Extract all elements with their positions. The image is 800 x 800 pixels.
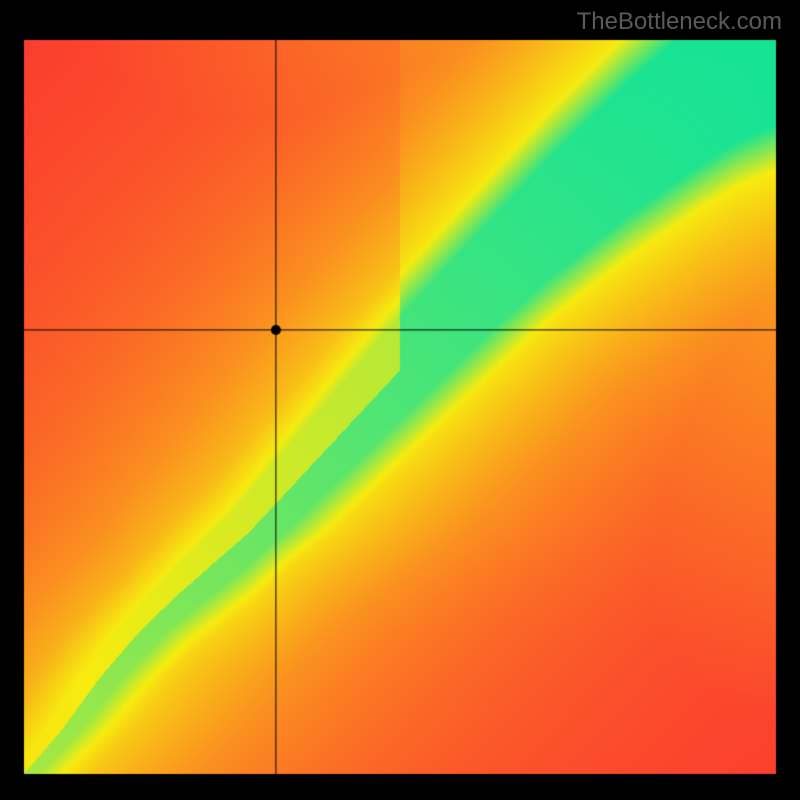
watermark-text: TheBottleneck.com — [577, 8, 782, 36]
heatmap-canvas — [0, 0, 800, 800]
chart-container: TheBottleneck.com — [0, 0, 800, 800]
